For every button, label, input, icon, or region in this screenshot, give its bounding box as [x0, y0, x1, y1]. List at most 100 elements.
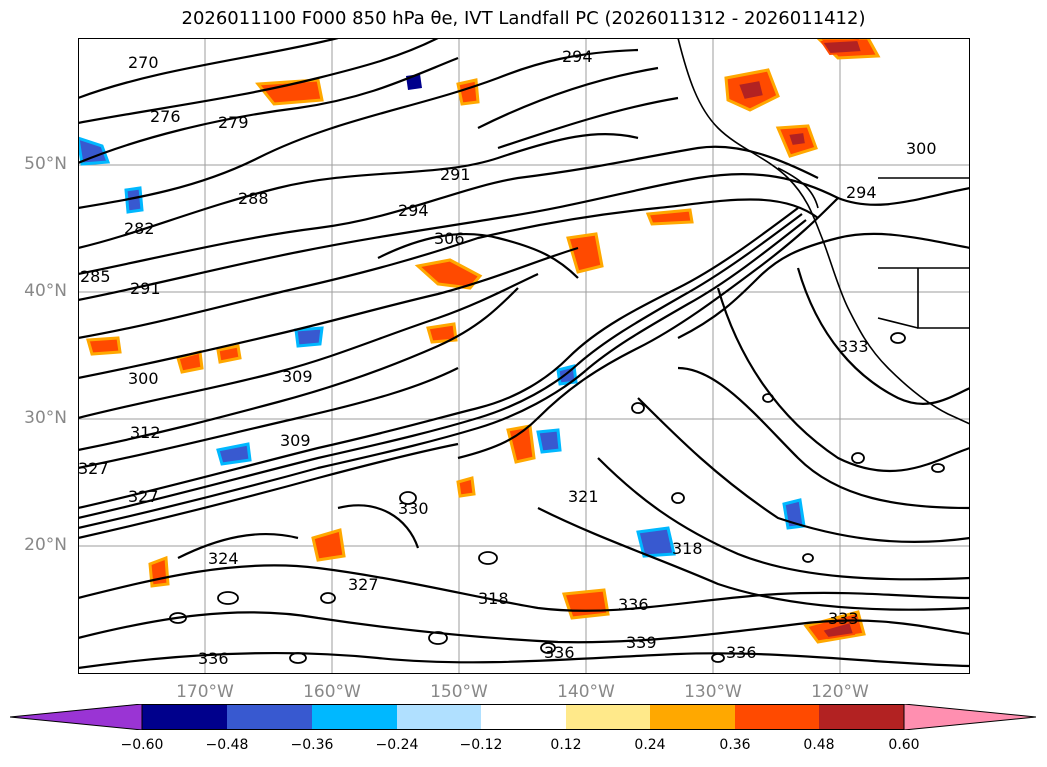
- colorbar-tick-label: 0.24: [634, 737, 666, 753]
- contour-label: 309: [282, 367, 313, 386]
- contour-label: 333: [838, 337, 869, 356]
- contour-line: [78, 273, 539, 420]
- shade-patch: [820, 38, 864, 56]
- contour-loop: [711, 653, 725, 663]
- contour-loop: [802, 553, 814, 563]
- contour-line: [477, 66, 659, 129]
- shade-patch: [456, 78, 480, 106]
- shade-patch: [86, 336, 122, 356]
- shade-patch: [786, 130, 808, 148]
- contour-loop: [631, 402, 645, 414]
- contour-loop: [890, 332, 906, 344]
- contour-line: [78, 367, 459, 470]
- contour-label: 288: [238, 189, 269, 208]
- shade-patch: [645, 208, 694, 226]
- contour-label: 318: [478, 589, 509, 608]
- contour-label: 279: [218, 113, 249, 132]
- contour-loop: [762, 393, 774, 403]
- contour-loop: [320, 592, 336, 604]
- contour-line: [537, 507, 970, 611]
- colorbar-extend-low: [10, 704, 143, 730]
- shade-patch: [561, 588, 610, 620]
- shade-patch: [820, 620, 856, 640]
- colorbar: [10, 704, 1036, 730]
- colorbar-tick-label: 0.60: [888, 737, 920, 753]
- shade-patch: [636, 526, 676, 558]
- colorbar-segment: [227, 704, 312, 730]
- shade-patch: [736, 78, 766, 102]
- colorbar-segment: [819, 704, 904, 730]
- contour-loop: [671, 492, 685, 504]
- contour-label: 336: [726, 643, 757, 662]
- contour-label: 333: [828, 609, 859, 628]
- contour-line: [78, 133, 639, 250]
- map-svg: 270 276 279 282 285 288 291 291 294 294 …: [78, 38, 970, 674]
- lon-label-140w: 140°W: [557, 682, 615, 702]
- contour-line: [78, 48, 639, 210]
- contour-loop: [289, 652, 307, 664]
- contour-line: [78, 219, 807, 530]
- colorbar-segment: [312, 704, 397, 730]
- coastline-path: [777, 167, 819, 209]
- contour-label: 285: [80, 267, 111, 286]
- lat-label-30n: 30°N: [24, 408, 67, 428]
- contour-line: [78, 287, 519, 452]
- contour-line: [78, 38, 439, 125]
- shade-patch: [456, 476, 476, 498]
- contour-label: 312: [130, 423, 161, 442]
- contour-label: 294: [398, 201, 429, 220]
- contour-label: 309: [280, 431, 311, 450]
- contour-line: [677, 232, 970, 339]
- contour-label: 294: [562, 47, 593, 66]
- border-path: [917, 268, 970, 329]
- contour-loop: [478, 551, 498, 565]
- shade-patch: [536, 428, 562, 454]
- contour-line: [177, 532, 299, 559]
- contour-line: [337, 504, 420, 549]
- colorbar-segment: [397, 704, 481, 730]
- contour-line: [497, 96, 679, 150]
- colorbar-segment: [735, 704, 819, 730]
- shade-patch: [216, 344, 242, 364]
- contour-label: 327: [128, 487, 159, 506]
- lon-label-120w: 120°W: [811, 682, 869, 702]
- shade-patch: [255, 78, 324, 106]
- colorbar-outline: [141, 704, 905, 730]
- shade-patch: [124, 186, 144, 214]
- contour-line: [457, 197, 839, 460]
- contour-line: [377, 232, 579, 279]
- pc-shading: [78, 38, 881, 644]
- contour-label: 336: [544, 643, 575, 662]
- coastline-path: [677, 38, 970, 425]
- shade-patch: [311, 528, 346, 562]
- map-area[interactable]: 270 276 279 282 285 288 291 291 294 294 …: [78, 38, 970, 674]
- lon-label-160w: 160°W: [303, 682, 361, 702]
- contour-line: [78, 651, 970, 670]
- contour-line: [78, 246, 579, 380]
- contour-loop: [217, 591, 239, 605]
- colorbar-tick-label: −0.48: [205, 737, 249, 753]
- contour-line: [78, 145, 819, 276]
- contour-label: 291: [130, 279, 161, 298]
- shade-patch: [78, 136, 111, 166]
- colorbar-tick-label: −0.12: [459, 737, 503, 753]
- contour-label: 300: [128, 369, 159, 388]
- lon-label-150w: 150°W: [430, 682, 488, 702]
- contour-label: 306: [434, 229, 465, 248]
- colorbar-segment: [481, 704, 566, 730]
- border-path: [877, 317, 919, 329]
- contour-line: [716, 287, 970, 473]
- contour-line: [78, 213, 803, 520]
- colorbar-segment: [566, 704, 650, 730]
- contour-label: 270: [128, 53, 159, 72]
- shade-patch: [294, 326, 324, 348]
- contour-labels: 270 276 279 282 285 288 291 291 294 294 …: [78, 47, 937, 668]
- contour-label: 324: [208, 549, 239, 568]
- colorbar-tick-label: 0.48: [803, 737, 835, 753]
- lat-label-50n: 50°N: [24, 154, 67, 174]
- contour-line: [78, 564, 970, 612]
- contour-label: 294: [846, 183, 877, 202]
- shade-patch: [148, 555, 170, 588]
- contour-label: 327: [78, 459, 109, 478]
- theta-e-contours: [78, 38, 970, 670]
